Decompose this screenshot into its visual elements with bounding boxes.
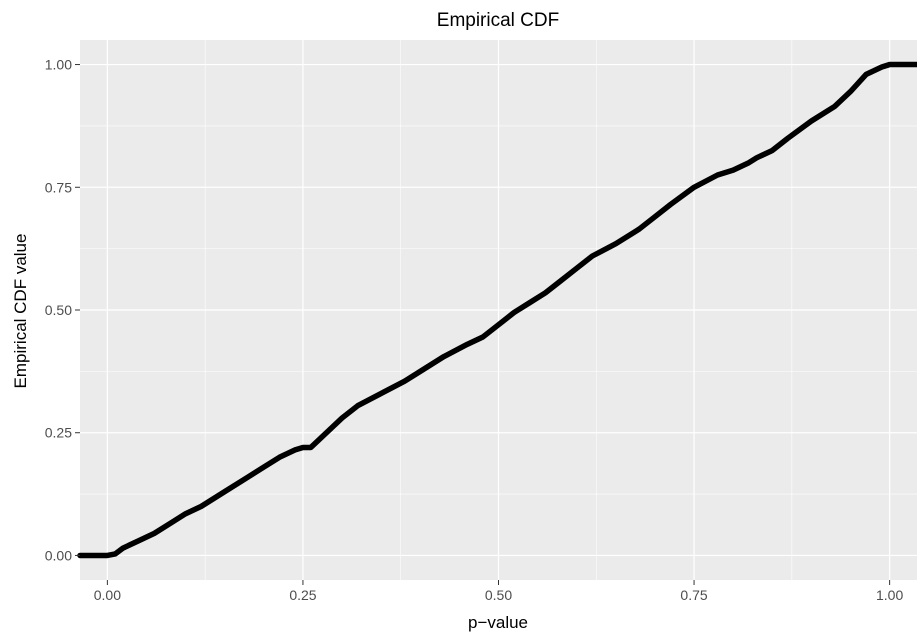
major-gridlines: [80, 40, 917, 580]
series-layer: [77, 61, 917, 559]
x-tick-label: 0.75: [680, 587, 707, 603]
x-axis: 0.00 0.25 0.50 0.75 1.00: [94, 580, 903, 603]
y-axis: 0.00 0.25 0.50 0.75 1.00: [45, 57, 80, 563]
x-tick-label: 0.50: [485, 587, 512, 603]
x-tick-label: 0.25: [289, 587, 316, 603]
ecdf-series-line: [77, 61, 917, 559]
x-tick-label: 0.00: [94, 587, 121, 603]
y-tick-label: 0.00: [45, 547, 72, 563]
y-tick-label: 0.25: [45, 425, 72, 441]
y-tick-label: 0.50: [45, 302, 72, 318]
y-tick-label: 1.00: [45, 57, 72, 73]
x-tick-label: 1.00: [876, 587, 903, 603]
chart-title: Empirical CDF: [437, 10, 559, 31]
y-axis-title: Empirical CDF value: [11, 234, 30, 389]
x-axis-title: p−value: [468, 613, 528, 632]
y-tick-label: 0.75: [45, 179, 72, 195]
